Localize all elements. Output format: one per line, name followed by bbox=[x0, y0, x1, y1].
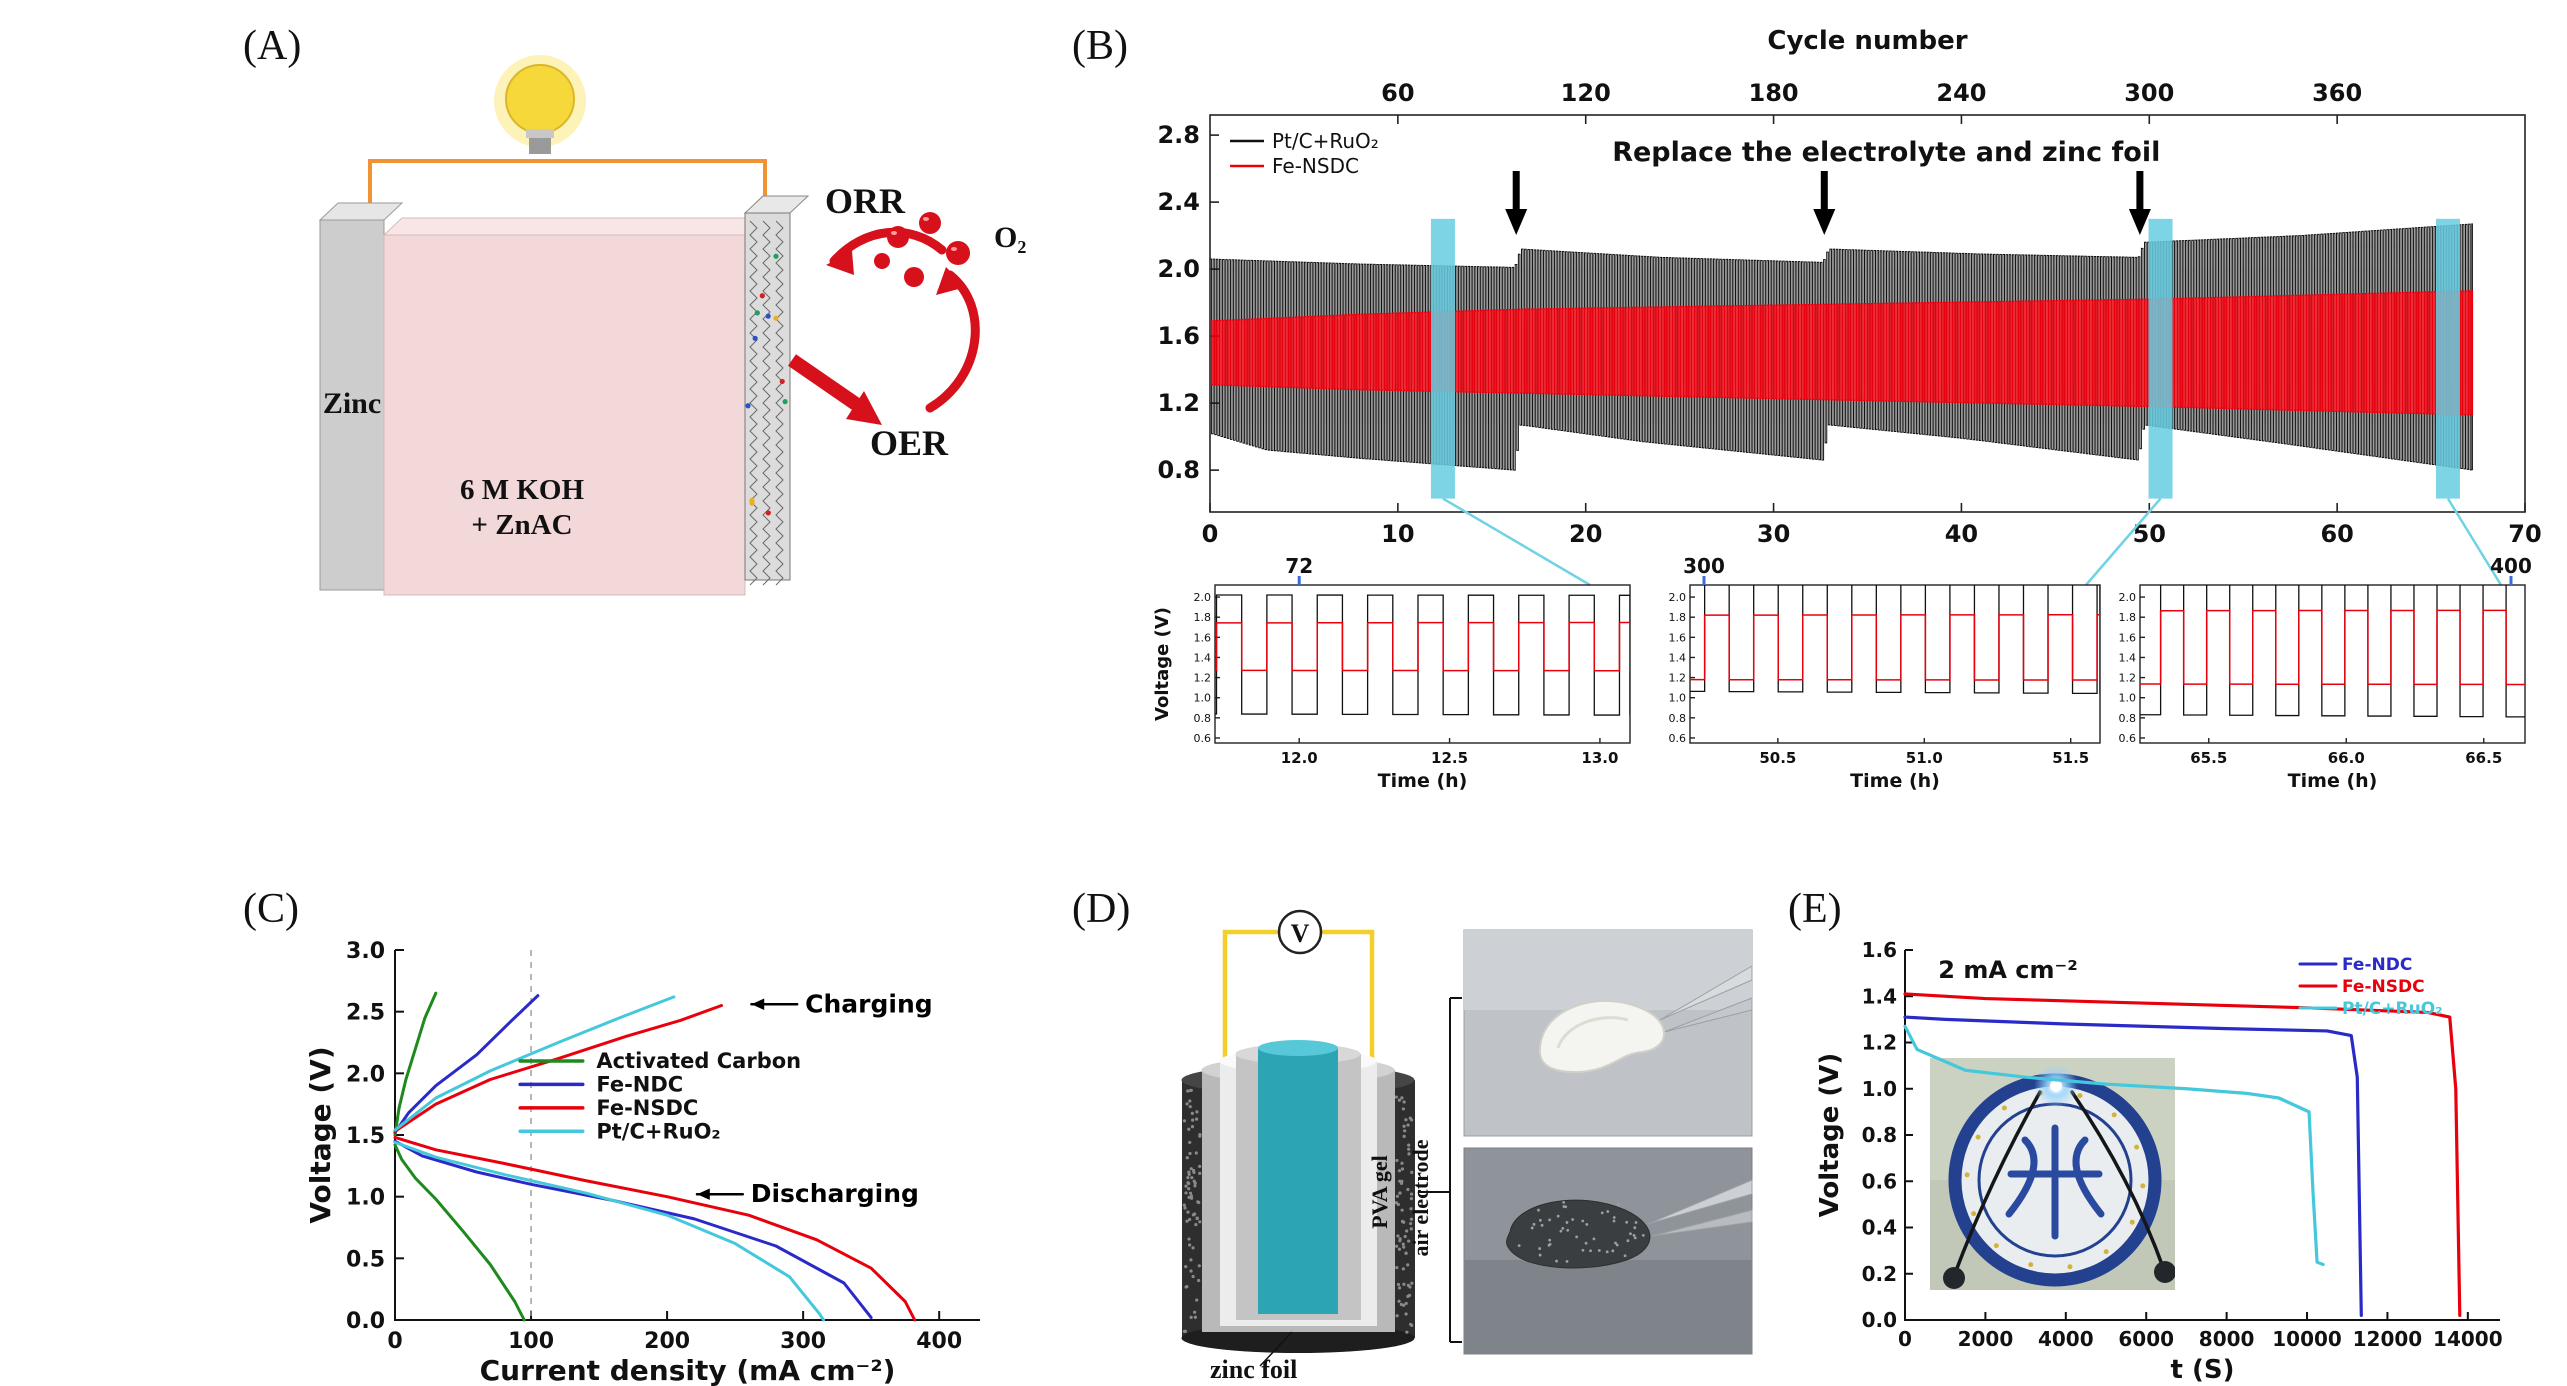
panel-e-discharge-chart bbox=[1740, 880, 2550, 1386]
panel-b-cycling-chart bbox=[1150, 15, 2550, 815]
oer-arrow bbox=[788, 354, 870, 417]
gel-sample bbox=[1538, 999, 1666, 1074]
panel-d-label: (D) bbox=[1072, 886, 1131, 932]
photo-pva-gel bbox=[1463, 929, 1753, 1137]
photo-bracket bbox=[1418, 997, 1462, 1343]
oer-label: OER bbox=[870, 423, 949, 463]
panel-a-schematic: Zinc 6 M KOH + ZnAC ORR bbox=[318, 55, 1026, 596]
electrode-texture bbox=[1517, 1200, 1645, 1263]
zinc-foil-label: zinc foil bbox=[1210, 1355, 1297, 1384]
voltmeter-label: V bbox=[1291, 919, 1310, 948]
voltmeter-wire-right bbox=[1321, 929, 1375, 1068]
fiber-battery-cylinder bbox=[1181, 1040, 1415, 1353]
orr-curved-arrow bbox=[829, 227, 947, 266]
voltmeter-icon: V bbox=[1277, 909, 1323, 955]
panel-e-label: (E) bbox=[1788, 886, 1842, 932]
zinc-foil-pointer bbox=[1259, 1331, 1293, 1367]
orr-label: ORR bbox=[825, 181, 906, 221]
panel-c-label: (C) bbox=[243, 886, 299, 932]
oer-curved-arrow bbox=[925, 270, 980, 413]
panel-b-label: (B) bbox=[1072, 23, 1128, 69]
pva-gel-label: PVA gel bbox=[1367, 1155, 1392, 1229]
graphene-mesh-pattern bbox=[745, 220, 788, 586]
circuit-wire bbox=[368, 159, 767, 230]
panel-a-label: (A) bbox=[243, 23, 302, 69]
orr-oer-cycle: ORR O₂ OER bbox=[788, 181, 1026, 463]
oxygen-molecules bbox=[874, 212, 970, 287]
electrolyte-label-line1: 6 M KOH bbox=[460, 474, 584, 506]
electrolyte-cell: 6 M KOH + ZnAC bbox=[382, 217, 765, 596]
air-electrode-label: air electrode bbox=[1408, 1139, 1433, 1256]
photo-air-electrode bbox=[1463, 1147, 1753, 1355]
electrolyte-label-line2: + ZnAC bbox=[471, 509, 572, 541]
panel-d-schematic: V PVA gel air electrode zinc foil bbox=[1181, 909, 1753, 1384]
light-bulb-icon bbox=[494, 55, 586, 154]
zinc-electrode: Zinc bbox=[318, 202, 404, 591]
zinc-core bbox=[1258, 1048, 1338, 1314]
porous-texture bbox=[1182, 1088, 1414, 1334]
zinc-label: Zinc bbox=[323, 387, 381, 420]
air-electrode-mesh bbox=[743, 195, 810, 586]
voltmeter-wire-left bbox=[1222, 929, 1279, 1072]
o2-label: O₂ bbox=[994, 221, 1026, 254]
panel-c-polarization-chart bbox=[230, 880, 1060, 1386]
